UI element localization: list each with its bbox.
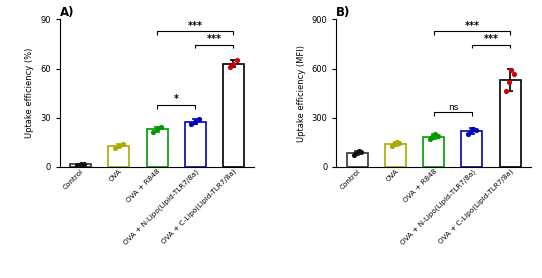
Bar [108, 145, 130, 167]
Point [357, 150, 365, 155]
Point [466, 129, 475, 133]
Point [507, 68, 516, 73]
Point [80, 161, 89, 166]
Point [433, 133, 442, 138]
Point [472, 128, 480, 133]
Y-axis label: Uptake efficiency (MFI): Uptake efficiency (MFI) [297, 45, 306, 142]
Text: ***: *** [483, 34, 499, 44]
Point [505, 80, 513, 84]
Bar [347, 153, 368, 167]
Text: A): A) [60, 6, 74, 19]
Point [349, 153, 358, 158]
Bar [500, 80, 521, 167]
Point [191, 120, 199, 124]
Point [153, 127, 162, 131]
Bar [185, 122, 206, 167]
Text: B): B) [336, 6, 351, 19]
Point [502, 88, 511, 93]
Point [157, 125, 165, 129]
Point [395, 141, 404, 146]
Bar [70, 164, 91, 167]
Point [229, 61, 238, 66]
Point [469, 126, 478, 131]
Bar [423, 136, 444, 167]
Bar [146, 129, 167, 167]
Point [233, 58, 242, 63]
Y-axis label: Uptake efficiency (%): Uptake efficiency (%) [25, 48, 34, 138]
Bar [461, 131, 482, 167]
Point [390, 142, 398, 146]
Point [118, 142, 127, 147]
Point [431, 132, 440, 136]
Point [509, 72, 518, 76]
Point [392, 140, 401, 145]
Bar [385, 144, 406, 167]
Text: *: * [173, 94, 179, 104]
Text: ***: *** [464, 21, 480, 31]
Point [225, 65, 234, 69]
Point [76, 162, 85, 167]
Point [352, 151, 360, 155]
Point [195, 117, 203, 121]
Point [464, 132, 473, 136]
Point [354, 149, 363, 153]
Text: ***: *** [207, 34, 222, 44]
Point [114, 144, 123, 148]
Point [428, 134, 437, 139]
Point [149, 129, 158, 134]
Point [425, 137, 434, 141]
Point [187, 122, 196, 126]
Point [388, 144, 396, 148]
Bar [223, 64, 244, 167]
Point [73, 163, 81, 167]
Text: ns: ns [448, 103, 458, 111]
Point [111, 146, 119, 150]
Text: ***: *** [188, 21, 203, 31]
